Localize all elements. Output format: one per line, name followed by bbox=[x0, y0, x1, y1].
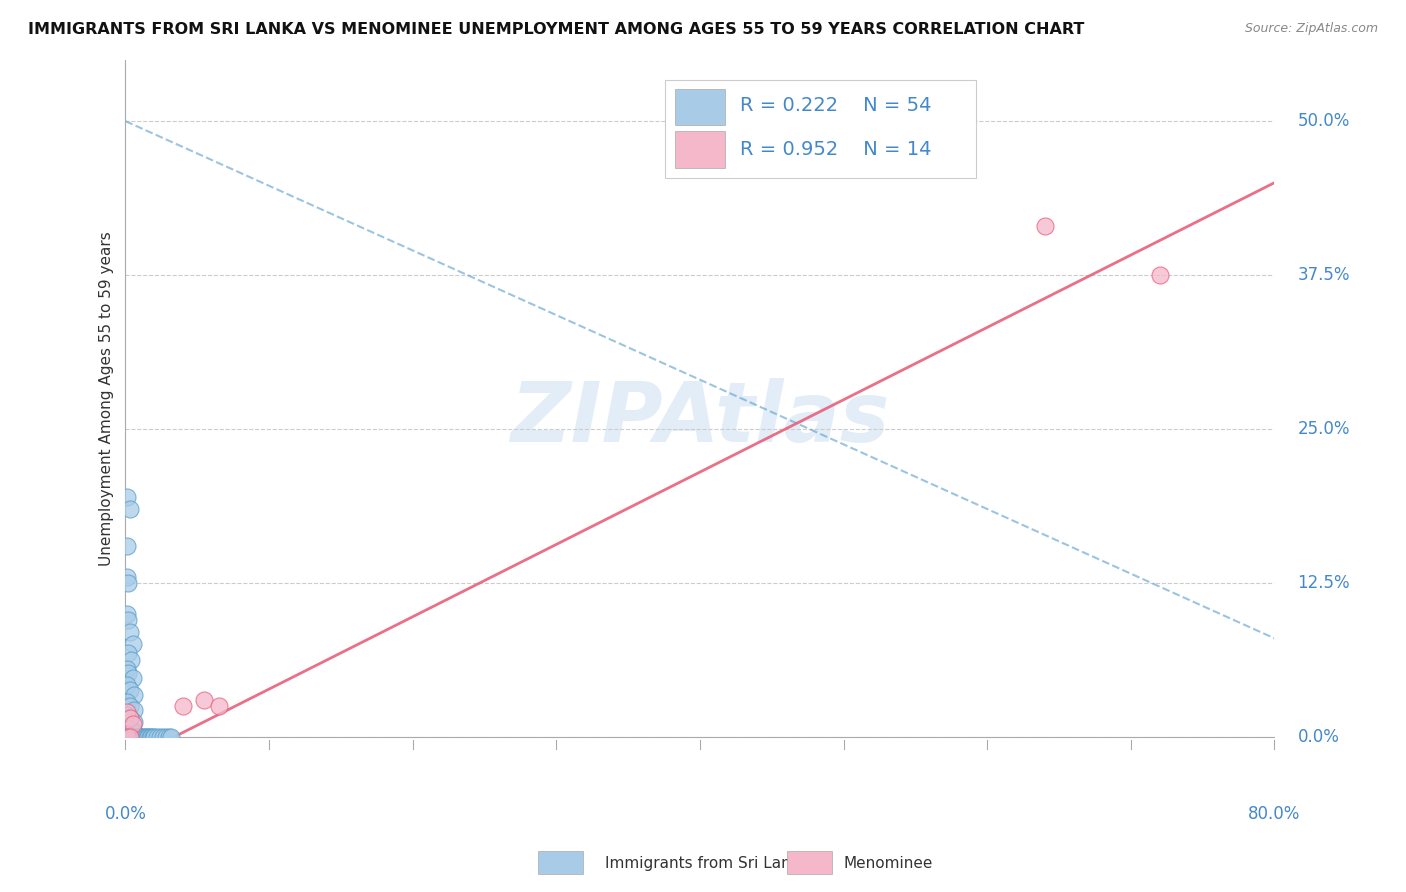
Point bbox=[143, 730, 166, 744]
Point bbox=[121, 671, 143, 685]
Point bbox=[117, 665, 139, 680]
Point bbox=[121, 730, 143, 744]
Point bbox=[149, 730, 172, 744]
Point bbox=[118, 729, 141, 743]
Point bbox=[122, 688, 145, 702]
Point bbox=[115, 705, 138, 719]
Point bbox=[122, 724, 145, 739]
Text: 12.5%: 12.5% bbox=[1298, 574, 1350, 592]
Point bbox=[155, 730, 177, 744]
Point bbox=[115, 490, 138, 504]
FancyBboxPatch shape bbox=[675, 88, 725, 125]
Point bbox=[142, 730, 165, 744]
Text: 25.0%: 25.0% bbox=[1298, 420, 1350, 438]
Point bbox=[193, 693, 215, 707]
Point bbox=[135, 730, 157, 744]
Text: R = 0.222    N = 54: R = 0.222 N = 54 bbox=[740, 96, 932, 115]
Text: Menominee: Menominee bbox=[844, 856, 934, 871]
Text: 37.5%: 37.5% bbox=[1298, 266, 1350, 284]
Point bbox=[115, 707, 138, 722]
Point bbox=[131, 730, 153, 744]
Point bbox=[128, 730, 150, 744]
Point bbox=[125, 730, 148, 744]
Point bbox=[136, 730, 159, 744]
Point bbox=[118, 698, 141, 713]
Point bbox=[115, 720, 138, 734]
Point bbox=[120, 653, 142, 667]
Point bbox=[115, 727, 138, 741]
Text: IMMIGRANTS FROM SRI LANKA VS MENOMINEE UNEMPLOYMENT AMONG AGES 55 TO 59 YEARS CO: IMMIGRANTS FROM SRI LANKA VS MENOMINEE U… bbox=[28, 22, 1084, 37]
Text: 50.0%: 50.0% bbox=[1298, 112, 1350, 130]
Point bbox=[152, 730, 174, 744]
Point bbox=[122, 714, 145, 729]
Point bbox=[120, 730, 142, 744]
Text: 80.0%: 80.0% bbox=[1249, 805, 1301, 822]
FancyBboxPatch shape bbox=[675, 131, 725, 168]
Text: R = 0.952    N = 14: R = 0.952 N = 14 bbox=[740, 140, 932, 159]
Point bbox=[160, 730, 183, 744]
Point bbox=[115, 730, 138, 744]
Point bbox=[172, 698, 194, 713]
Point bbox=[122, 730, 145, 744]
FancyBboxPatch shape bbox=[665, 80, 976, 178]
Point bbox=[118, 625, 141, 640]
Point bbox=[115, 570, 138, 584]
Text: Source: ZipAtlas.com: Source: ZipAtlas.com bbox=[1244, 22, 1378, 36]
Text: Immigrants from Sri Lanka: Immigrants from Sri Lanka bbox=[605, 856, 808, 871]
Point bbox=[121, 637, 143, 651]
Point bbox=[117, 575, 139, 590]
Point bbox=[208, 698, 231, 713]
Point bbox=[117, 646, 139, 660]
Point bbox=[1149, 268, 1171, 282]
Point bbox=[1033, 219, 1056, 233]
Point bbox=[134, 730, 156, 744]
Point bbox=[127, 730, 149, 744]
Point bbox=[124, 730, 146, 744]
Point bbox=[157, 730, 180, 744]
Y-axis label: Unemployment Among Ages 55 to 59 years: Unemployment Among Ages 55 to 59 years bbox=[100, 231, 114, 566]
Text: 0.0%: 0.0% bbox=[104, 805, 146, 822]
Point bbox=[118, 730, 141, 744]
Point bbox=[129, 730, 152, 744]
Text: 0.0%: 0.0% bbox=[1298, 728, 1340, 746]
Point bbox=[115, 539, 138, 553]
Text: ZIPAtlas: ZIPAtlas bbox=[510, 378, 890, 459]
Point bbox=[117, 730, 139, 744]
Point bbox=[118, 730, 141, 744]
Point bbox=[122, 703, 145, 717]
Point bbox=[115, 730, 138, 744]
Point bbox=[118, 723, 141, 737]
Point bbox=[118, 711, 141, 725]
Point bbox=[118, 683, 141, 698]
Point bbox=[118, 502, 141, 516]
Point bbox=[115, 607, 138, 621]
Point bbox=[118, 711, 141, 725]
Point bbox=[115, 662, 138, 676]
Point bbox=[117, 613, 139, 627]
Point bbox=[139, 730, 162, 744]
Point bbox=[115, 695, 138, 709]
Point bbox=[138, 730, 160, 744]
Point bbox=[121, 717, 143, 731]
Point bbox=[141, 730, 163, 744]
Point bbox=[146, 730, 169, 744]
Point bbox=[115, 678, 138, 692]
